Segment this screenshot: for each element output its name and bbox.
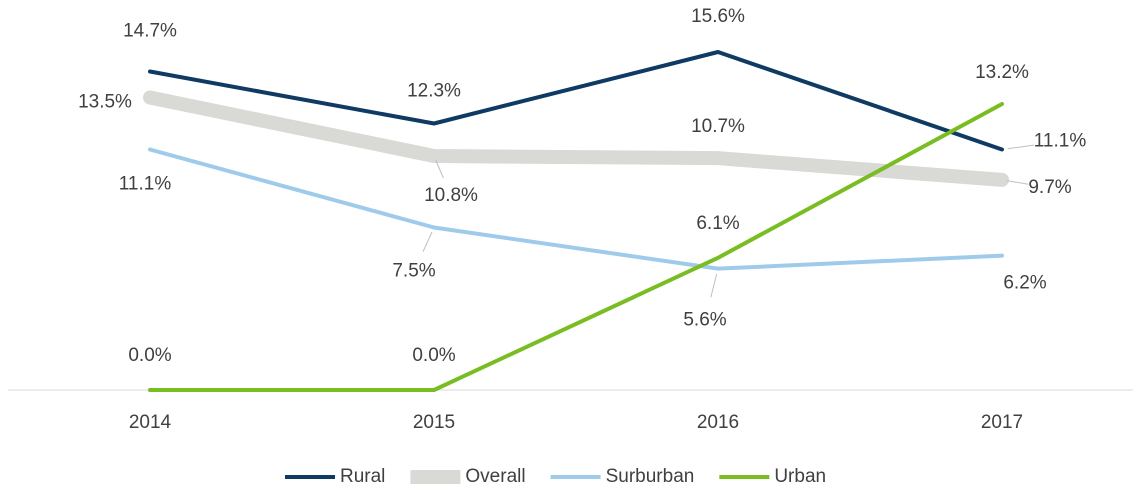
data-label: 9.7% bbox=[1028, 177, 1071, 198]
series-line bbox=[148, 102, 1004, 392]
legend-label: Urban bbox=[774, 466, 826, 487]
leader-line bbox=[422, 231, 433, 252]
series-line bbox=[143, 90, 1009, 187]
series-line bbox=[148, 147, 1004, 271]
data-label: 7.5% bbox=[392, 261, 435, 282]
data-label: 5.6% bbox=[683, 310, 726, 331]
data-label: 13.5% bbox=[78, 92, 132, 113]
data-label: 11.1% bbox=[1034, 131, 1087, 152]
x-tick-label: 2015 bbox=[413, 412, 455, 433]
data-label: 0.0% bbox=[412, 345, 455, 366]
leader-line bbox=[710, 273, 718, 298]
leader-line bbox=[435, 159, 444, 179]
data-label: 0.0% bbox=[128, 345, 171, 366]
data-label: 6.1% bbox=[696, 213, 739, 234]
x-tick-label: 2016 bbox=[697, 412, 739, 433]
data-label: 11.1% bbox=[119, 174, 172, 195]
x-tick-label: 2014 bbox=[129, 412, 172, 433]
data-label: 14.7% bbox=[123, 21, 177, 42]
data-label: 10.7% bbox=[691, 116, 745, 137]
legend-label: Surburban bbox=[606, 466, 695, 487]
data-label: 13.2% bbox=[975, 62, 1029, 83]
legend-label: Rural bbox=[340, 466, 385, 487]
leader-line bbox=[1007, 144, 1034, 150]
leader-line bbox=[1006, 180, 1029, 185]
data-label: 10.8% bbox=[424, 185, 478, 206]
legend-label: Overall bbox=[465, 466, 525, 487]
data-label: 6.2% bbox=[1003, 273, 1046, 294]
series-line bbox=[148, 50, 1004, 152]
x-tick-label: 2017 bbox=[981, 412, 1023, 433]
data-label: 12.3% bbox=[407, 81, 461, 102]
data-label: 15.6% bbox=[691, 6, 745, 27]
